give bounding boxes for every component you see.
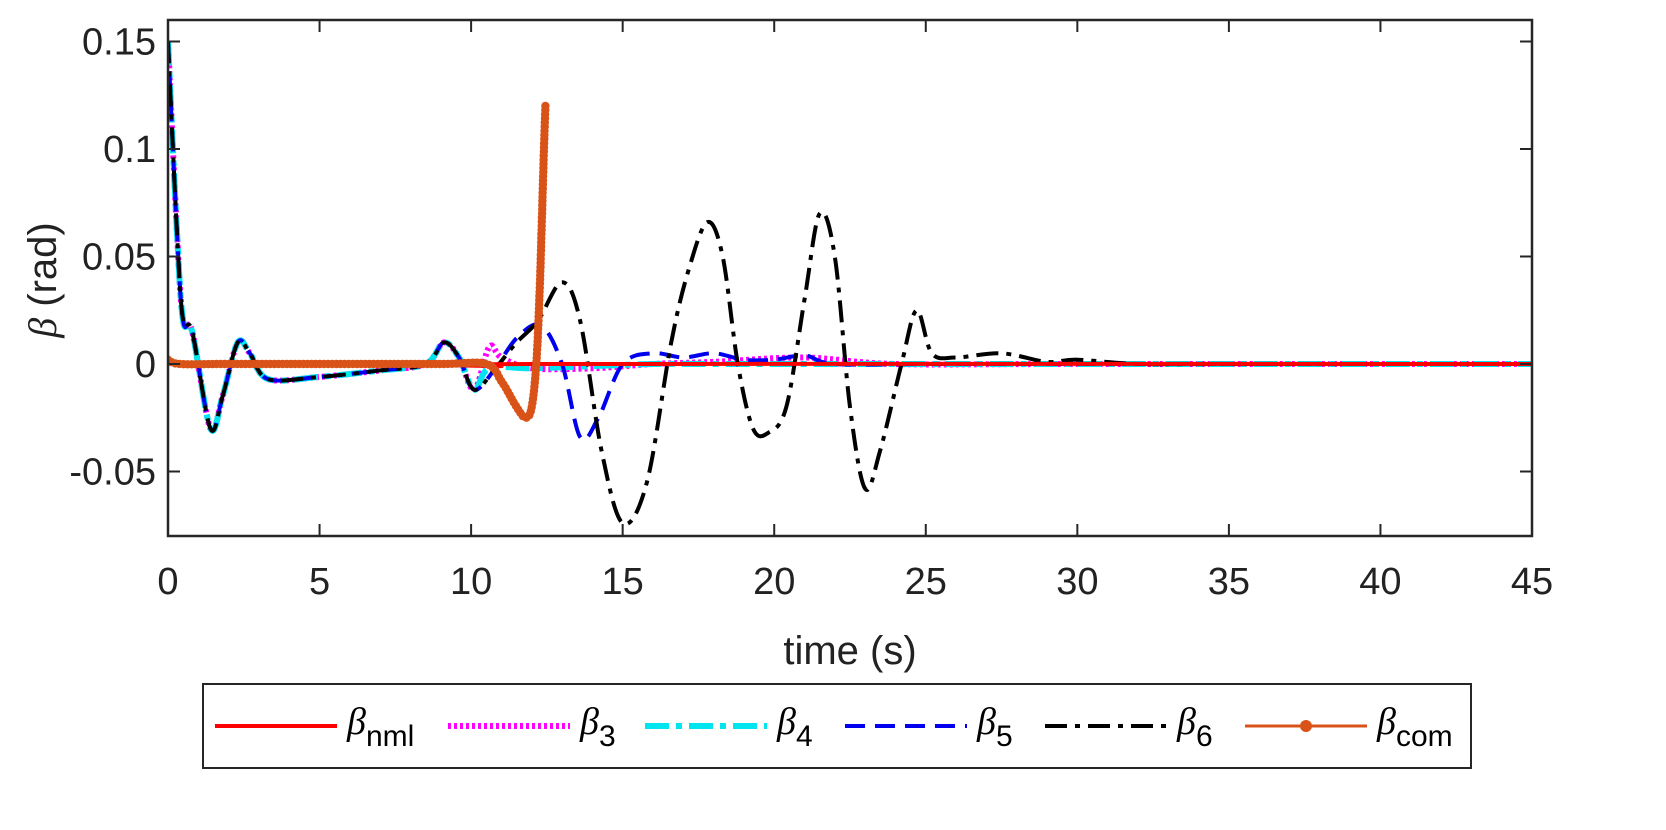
- x-tick-label: 45: [1511, 561, 1553, 603]
- legend-label-3: β3: [579, 701, 616, 753]
- series-layer: [168, 41, 1532, 527]
- y-axis-unit: (rad): [21, 222, 65, 318]
- series-line-6: [168, 41, 1532, 527]
- x-tick-label: 15: [602, 561, 644, 603]
- x-tick-label: 5: [309, 561, 330, 603]
- y-tick-label: 0: [135, 344, 156, 386]
- legend-label-5: β5: [976, 701, 1013, 753]
- x-tick-label: 0: [157, 561, 178, 603]
- legend-label-4: β4: [776, 701, 813, 753]
- ticks-layer: 0 5 10 15 20 25 30 35 40 45 -0.05 0 0.05 0.1 0.15: [69, 20, 1553, 603]
- y-tick-label: -0.05: [69, 452, 156, 494]
- plot-frame: [166, 18, 1534, 538]
- x-tick-label: 30: [1056, 561, 1098, 603]
- y-tick-label: 0.15: [82, 22, 156, 64]
- x-tick-label: 20: [753, 561, 795, 603]
- x-tick-label: 40: [1359, 561, 1401, 603]
- series-line-5: [168, 41, 1532, 442]
- x-tick-label: 10: [450, 561, 492, 603]
- x-axis-title: time (s): [783, 629, 916, 673]
- x-tick-label: 35: [1208, 561, 1250, 603]
- legend-label-com: βcom: [1376, 701, 1453, 753]
- legend: βnml β3 β4 β5 β6 βcom: [202, 683, 1472, 769]
- series-marker-com: [541, 101, 550, 111]
- legend-marker-com: [1300, 720, 1312, 732]
- y-tick-label: 0.05: [82, 237, 156, 279]
- legend-label-6: β6: [1176, 701, 1213, 753]
- y-axis-symbol: β: [20, 318, 65, 339]
- y-axis-title: β (rad): [20, 222, 65, 339]
- legend-label-nml: βnml: [346, 701, 414, 753]
- y-tick-label: 0.1: [103, 129, 156, 171]
- x-tick-label: 25: [905, 561, 947, 603]
